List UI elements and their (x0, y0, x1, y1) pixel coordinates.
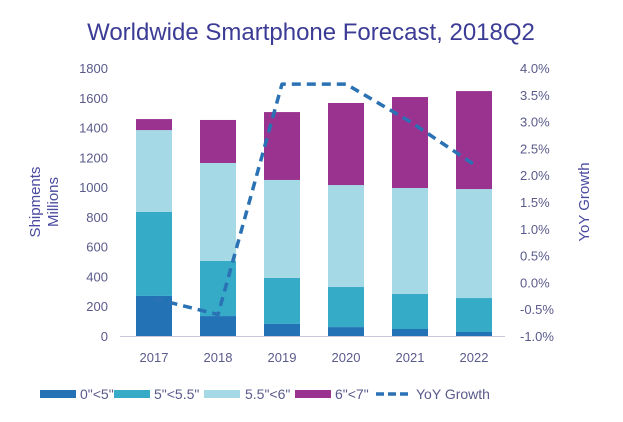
y2-tick-label: 1.0% (520, 222, 550, 237)
y2-tick-label: 3.5% (520, 88, 550, 103)
y-tick-label: 1800 (79, 61, 108, 76)
bar-segment-3 (264, 112, 300, 180)
legend-swatch (40, 390, 76, 398)
bar-segment-3 (200, 119, 236, 163)
bar-stack-2018 (200, 119, 236, 336)
yoy-line-layer (153, 82, 475, 317)
bar-segment-0 (264, 323, 300, 336)
y-axis-left: 0 200 400 600 800 1000 1200 1400 1600 1800 (79, 61, 108, 344)
bar-segment-1 (392, 294, 428, 330)
y2-tick-label: 0.0% (520, 275, 550, 290)
bar-segment-1 (328, 287, 364, 328)
x-tick-label: 2020 (332, 350, 361, 365)
bar-segment-0 (136, 295, 172, 336)
legend-item-3: 6"<7" (295, 386, 369, 402)
y2-tick-label: -0.5% (520, 302, 554, 317)
legend-swatch (204, 390, 240, 398)
bar-segment-3 (392, 97, 428, 189)
legend-label: YoY Growth (416, 386, 490, 402)
bar-segment-0 (392, 329, 428, 336)
y-axis-left-title: Shipments Millions (27, 167, 62, 238)
y2-tick-label: 4.0% (520, 61, 550, 76)
bar-segment-0 (456, 331, 492, 336)
bar-segment-3 (136, 119, 172, 131)
legend-item-2: 5.5"<6" (204, 386, 290, 402)
y2-tick-label: 3.0% (520, 115, 550, 130)
x-tick-label: 2017 (140, 350, 169, 365)
x-tick-label: 2018 (204, 350, 233, 365)
bar-segment-2 (264, 179, 300, 278)
y-tick-label: 1600 (79, 91, 108, 106)
y2-tick-label: 2.5% (520, 141, 550, 156)
y2-tick-label: 0.5% (520, 249, 550, 264)
y-axis-title-line-1: Shipments (27, 167, 44, 238)
bar-segment-2 (200, 162, 236, 261)
y2-tick-label: -1.0% (520, 329, 554, 344)
bar-segment-2 (136, 130, 172, 212)
x-tick-label: 2021 (396, 350, 425, 365)
legend-swatch (295, 390, 331, 398)
bar-segment-3 (456, 91, 492, 190)
chart-title: Worldwide Smartphone Forecast, 2018Q2 (87, 19, 535, 46)
legend-label: 5.5"<6" (245, 386, 290, 402)
y-tick-label: 400 (86, 269, 108, 284)
bar-segment-0 (328, 327, 364, 336)
legend-swatch (114, 390, 150, 398)
bar-segment-0 (200, 316, 236, 336)
legend: 0"<5" 5"<5.5" 5.5"<6" 6"<7" YoY Growth (40, 386, 490, 402)
y-tick-label: 0 (101, 329, 108, 344)
bar-stack-2020 (328, 102, 364, 336)
bar-segment-2 (328, 185, 364, 288)
bar-segment-3 (328, 102, 364, 186)
y-tick-label: 1000 (79, 180, 108, 195)
bar-segment-2 (456, 189, 492, 299)
y2-tick-label: 1.5% (520, 195, 550, 210)
legend-label: 5"<5.5" (154, 386, 199, 402)
yoy-growth-line (153, 82, 475, 317)
bars (136, 91, 492, 336)
y-tick-label: 600 (86, 240, 108, 255)
y-tick-label: 800 (86, 210, 108, 225)
legend-item-0: 0"<5" (40, 386, 114, 402)
bar-segment-1 (456, 298, 492, 332)
y-tick-label: 200 (86, 299, 108, 314)
bar-stack-2017 (136, 119, 172, 336)
legend-item-1: 5"<5.5" (114, 386, 199, 402)
bar-stack-2021 (392, 97, 428, 336)
bar-segment-2 (392, 188, 428, 295)
y-tick-label: 1200 (79, 150, 108, 165)
y-tick-label: 1400 (79, 121, 108, 136)
bar-segment-1 (264, 277, 300, 324)
legend-item-4: YoY Growth (376, 386, 490, 402)
bar-segment-1 (136, 211, 172, 296)
legend-label: 6"<7" (335, 386, 369, 402)
y2-tick-label: 2.0% (520, 168, 550, 183)
y-axis-right: -1.0% -0.5% 0.0% 0.5% 1.0% 1.5% 2.0% 2.5% 3.0% 3.… (520, 61, 554, 344)
x-tick-label: 2019 (268, 350, 297, 365)
bar-stack-2019 (264, 112, 300, 336)
x-tick-label: 2022 (460, 350, 489, 365)
x-axis: 2017 2018 2019 2020 2021 2022 (140, 350, 489, 365)
legend-label: 0"<5" (80, 386, 114, 402)
y-axis-title-line-2: Millions (45, 177, 62, 227)
y2-axis-title: YoY Growth (576, 162, 593, 241)
bar-stack-2022 (456, 91, 492, 336)
